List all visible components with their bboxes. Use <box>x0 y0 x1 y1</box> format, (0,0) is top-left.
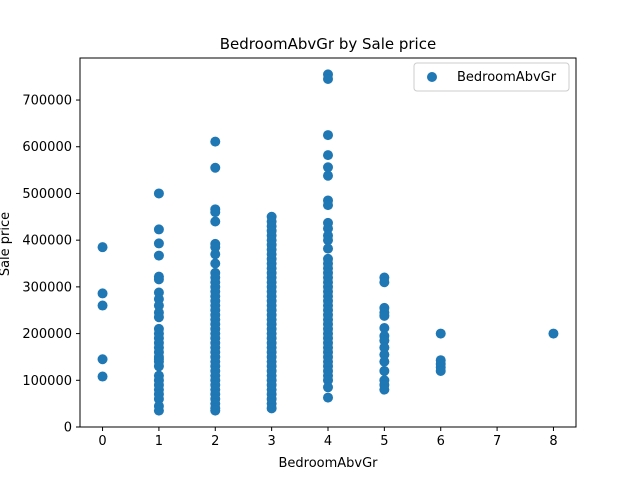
data-point <box>379 384 390 395</box>
data-point <box>323 170 333 181</box>
data-point <box>97 371 108 382</box>
data-point <box>153 393 164 404</box>
data-point <box>379 349 390 360</box>
points-layer <box>97 69 559 416</box>
y-tick-label: 200000 <box>22 327 72 342</box>
data-point <box>210 249 221 260</box>
data-point <box>153 250 164 261</box>
x-tick-label: 1 <box>155 434 163 449</box>
legend-box <box>413 62 570 92</box>
data-point <box>379 365 390 376</box>
legend-marker <box>427 72 437 82</box>
x-axis-label: BedroomAbvGr <box>278 456 378 471</box>
data-point <box>323 150 333 161</box>
data-point <box>153 274 164 285</box>
data-point <box>153 312 164 323</box>
y-tick-label: 700000 <box>22 94 72 109</box>
y-tick-label: 100000 <box>22 374 72 389</box>
data-point <box>210 242 221 253</box>
x-tick-label: 3 <box>267 434 275 449</box>
data-point <box>210 258 221 269</box>
data-point <box>323 235 333 246</box>
data-point <box>323 130 333 141</box>
data-point <box>97 288 108 299</box>
x-tick-label: 2 <box>211 434 219 449</box>
data-point <box>379 356 390 367</box>
data-point <box>153 361 164 372</box>
data-point <box>435 365 446 376</box>
data-point <box>323 200 333 211</box>
x-tick-label: 0 <box>98 434 106 449</box>
x-tick-label: 4 <box>324 434 332 449</box>
data-point <box>153 405 164 416</box>
data-point <box>323 243 333 254</box>
y-tick-label: 400000 <box>22 234 72 249</box>
data-point <box>153 238 164 249</box>
data-point <box>323 375 333 386</box>
data-point <box>266 403 277 414</box>
data-point <box>323 392 333 403</box>
data-point <box>97 300 108 311</box>
data-point <box>210 136 221 147</box>
y-tick-label: 500000 <box>22 187 72 202</box>
ticks-layer: 0 1 2 3 4 5 6 7 8 0 100000 200000 300000 400000 500000… <box>22 94 557 449</box>
x-tick-label: 8 <box>549 434 557 449</box>
data-point <box>379 342 390 353</box>
data-point <box>97 242 108 253</box>
data-point <box>548 328 559 339</box>
chart-title: BedroomAbvGr by Sale price <box>220 35 436 53</box>
legend: BedroomAbvGr <box>413 62 570 92</box>
y-tick-label: 0 <box>64 421 72 436</box>
x-tick-label: 7 <box>493 434 501 449</box>
data-point <box>435 328 446 339</box>
data-point <box>153 224 164 235</box>
data-point <box>210 216 221 227</box>
y-tick-label: 300000 <box>22 280 72 295</box>
y-axis-label: Sale price <box>0 212 13 276</box>
x-tick-label: 5 <box>380 434 388 449</box>
data-point <box>210 405 221 416</box>
y-tick-label: 600000 <box>22 140 72 155</box>
data-point <box>323 382 333 393</box>
data-point <box>379 310 390 321</box>
data-point <box>210 207 221 218</box>
legend-label: BedroomAbvGr <box>457 70 557 85</box>
data-point <box>323 74 333 85</box>
data-point <box>153 188 164 199</box>
x-tick-label: 6 <box>437 434 445 449</box>
data-point <box>379 277 390 288</box>
data-point <box>379 335 390 346</box>
data-point <box>379 322 390 333</box>
data-point <box>323 223 333 234</box>
data-point <box>97 354 108 365</box>
data-point <box>153 300 164 311</box>
data-point <box>210 162 221 173</box>
data-point <box>323 162 333 173</box>
